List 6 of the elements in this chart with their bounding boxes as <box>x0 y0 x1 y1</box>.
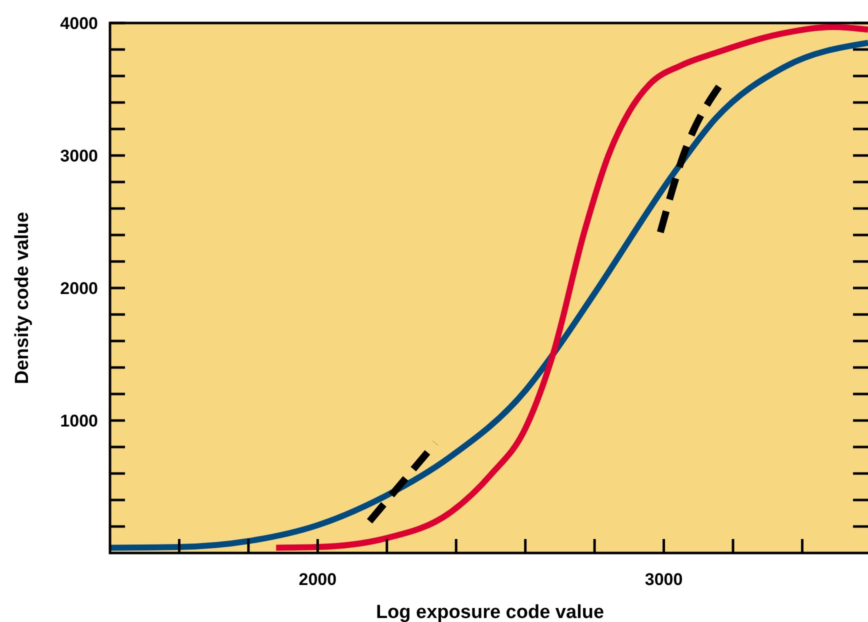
y-axis-title: Density code value <box>12 212 33 384</box>
y-tick-label: 1000 <box>60 411 98 430</box>
y-tick-label: 4000 <box>60 14 98 33</box>
y-tick-label: 3000 <box>60 146 98 166</box>
y-tick-label: 2000 <box>60 278 98 298</box>
x-axis-title: Log exposure code value <box>376 602 604 622</box>
